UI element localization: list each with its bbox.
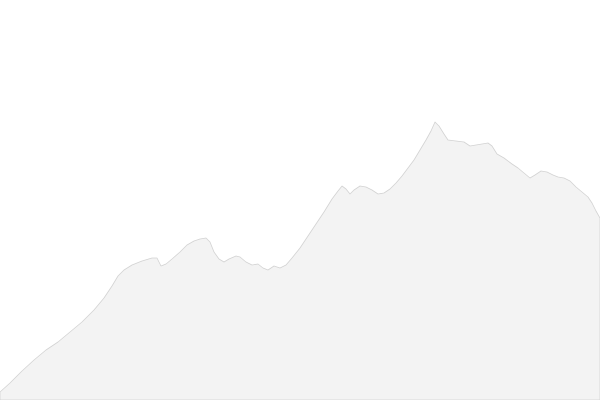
mountain-ridge-shape bbox=[0, 121, 600, 400]
